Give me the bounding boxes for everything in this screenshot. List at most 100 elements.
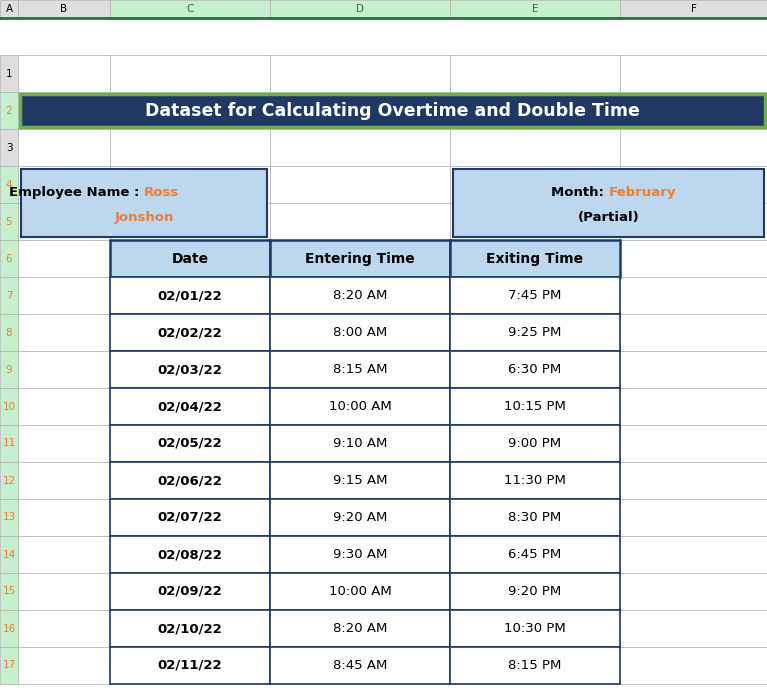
Text: 8:45 AM: 8:45 AM	[333, 659, 387, 672]
Bar	[110, 647, 270, 684]
Bar	[18, 499, 110, 536]
Bar	[110, 92, 270, 129]
Bar	[18, 55, 110, 92]
Text: 9:15 AM: 9:15 AM	[333, 474, 387, 487]
Bar	[110, 0, 270, 18]
Text: 6:45 PM: 6:45 PM	[509, 548, 561, 561]
Text: 02/04/22: 02/04/22	[157, 400, 222, 413]
Bar	[270, 351, 450, 388]
Text: 1: 1	[5, 69, 12, 78]
Bar	[450, 499, 620, 536]
Bar	[450, 425, 620, 462]
Bar	[0, 462, 18, 499]
Bar	[110, 610, 270, 647]
Text: Exiting Time: Exiting Time	[486, 251, 584, 266]
Bar	[0, 499, 18, 536]
Bar	[18, 536, 110, 573]
Bar	[620, 647, 767, 684]
Bar	[110, 610, 270, 647]
Text: 9:20 AM: 9:20 AM	[333, 511, 387, 524]
Text: 02/10/22: 02/10/22	[158, 622, 222, 635]
Bar	[0, 0, 18, 18]
Bar	[18, 462, 110, 499]
Bar	[620, 425, 767, 462]
Bar	[110, 240, 270, 277]
Bar	[18, 425, 110, 462]
Bar	[18, 240, 110, 277]
Bar	[18, 166, 110, 203]
Bar	[110, 314, 270, 351]
Bar	[0, 536, 18, 573]
Text: 9: 9	[5, 364, 12, 375]
Bar	[270, 92, 450, 129]
Bar	[270, 166, 450, 203]
Bar	[270, 240, 450, 277]
Bar	[18, 314, 110, 351]
Text: 02/06/22: 02/06/22	[157, 474, 222, 487]
Bar	[0, 351, 18, 388]
Text: 3: 3	[5, 142, 12, 153]
Bar	[110, 129, 270, 166]
Bar	[270, 610, 450, 647]
Bar	[18, 573, 110, 610]
Text: 02/08/22: 02/08/22	[157, 548, 222, 561]
Bar	[450, 388, 620, 425]
Bar	[620, 351, 767, 388]
Bar	[450, 573, 620, 610]
Text: 10: 10	[2, 402, 15, 412]
Text: 10:00 AM: 10:00 AM	[328, 400, 391, 413]
Bar	[110, 277, 270, 314]
Bar	[110, 499, 270, 536]
Bar	[270, 536, 450, 573]
Bar	[450, 388, 620, 425]
Text: 9:30 AM: 9:30 AM	[333, 548, 387, 561]
Text: 11: 11	[2, 439, 15, 448]
Text: Ross: Ross	[144, 186, 179, 199]
Text: 02/02/22: 02/02/22	[158, 326, 222, 339]
Text: 8:20 AM: 8:20 AM	[333, 289, 387, 302]
Text: 9:10 AM: 9:10 AM	[333, 437, 387, 450]
Bar	[20, 94, 765, 127]
Text: 8:15 PM: 8:15 PM	[509, 659, 561, 672]
Bar	[620, 462, 767, 499]
Bar	[270, 425, 450, 462]
Bar	[270, 462, 450, 499]
Text: 9:00 PM: 9:00 PM	[509, 437, 561, 450]
Bar	[270, 314, 450, 351]
Text: 02/05/22: 02/05/22	[158, 437, 222, 450]
Bar	[18, 0, 110, 18]
Bar	[620, 240, 767, 277]
Bar	[450, 499, 620, 536]
Bar	[270, 610, 450, 647]
Bar	[110, 647, 270, 684]
Bar	[110, 462, 270, 499]
Bar	[450, 425, 620, 462]
Bar	[0, 610, 18, 647]
Bar	[620, 573, 767, 610]
Bar	[270, 573, 450, 610]
Text: Jonshon: Jonshon	[114, 212, 173, 224]
Text: C: C	[186, 4, 194, 14]
Bar	[620, 277, 767, 314]
Bar	[450, 314, 620, 351]
Bar	[450, 129, 620, 166]
Bar	[450, 277, 620, 314]
Bar	[110, 388, 270, 425]
Bar	[620, 129, 767, 166]
Bar	[0, 55, 18, 92]
Bar	[450, 573, 620, 610]
Bar	[270, 499, 450, 536]
Bar	[110, 499, 270, 536]
Bar	[270, 351, 450, 388]
Text: 2: 2	[5, 105, 12, 115]
Text: 9:20 PM: 9:20 PM	[509, 585, 561, 598]
Bar	[0, 314, 18, 351]
Bar	[270, 203, 450, 240]
Polygon shape	[0, 0, 18, 18]
Bar	[110, 388, 270, 425]
Bar	[270, 277, 450, 314]
Text: Month:: Month:	[551, 186, 608, 199]
Bar	[270, 499, 450, 536]
Text: A: A	[5, 4, 12, 14]
Bar	[620, 314, 767, 351]
